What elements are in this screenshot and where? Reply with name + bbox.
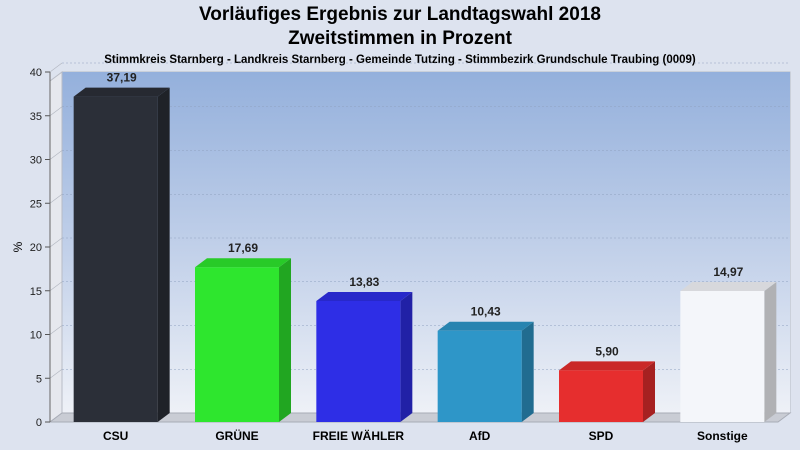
plot-side-wall (49, 71, 63, 423)
data-label: 14,97 (713, 265, 743, 279)
x-tick-label: CSU (103, 429, 128, 443)
gridline-side (49, 281, 63, 291)
bar-side (157, 87, 170, 423)
bar-top (195, 258, 291, 268)
data-label: 5,90 (595, 344, 619, 358)
bar-afd (437, 321, 534, 422)
bar-top (316, 291, 413, 301)
bar-front (195, 267, 279, 422)
x-tick-label: GRÜNE (215, 428, 258, 443)
y-tick-label: 40 (30, 67, 42, 79)
y-tick-label: 25 (30, 198, 42, 210)
bar-top (559, 361, 655, 371)
bar-side (764, 282, 777, 422)
bar-side (400, 291, 413, 422)
bar-front (316, 300, 401, 422)
y-tick-label: 5 (36, 373, 42, 385)
bar-front (73, 96, 158, 423)
plot-gradient (62, 72, 790, 413)
gridline-side (49, 237, 63, 248)
chart-title: Vorläufiges Ergebnis zur Landtagswahl 20… (199, 4, 601, 25)
data-label: 13,83 (349, 275, 379, 289)
y-axis-label: % (11, 241, 25, 252)
x-tick-label: FREIE WÄHLER (313, 428, 405, 443)
y-tick-label: 20 (30, 242, 42, 254)
bar-top (73, 87, 170, 97)
gridline-side (49, 150, 63, 160)
bar-front (680, 291, 765, 422)
y-tick-label: 30 (30, 155, 42, 167)
bar-side (279, 258, 291, 422)
gridline-side (49, 62, 63, 73)
bar-spd (559, 361, 655, 422)
bar-sonstige (680, 282, 777, 422)
bar-top (437, 321, 534, 331)
bar-front (559, 370, 643, 422)
bar-front (437, 330, 522, 422)
gridline-side (49, 194, 63, 204)
y-tick-label: 10 (30, 330, 42, 342)
y-tick-label: 15 (30, 286, 42, 298)
chart-subtitle: Zweitstimmen in Prozent (288, 28, 512, 49)
y-tick-label: 0 (36, 417, 42, 429)
bar-csu (73, 87, 170, 423)
gridline-side (49, 106, 63, 116)
y-tick-label: 35 (30, 111, 42, 123)
data-label: 37,19 (107, 71, 137, 85)
gridline-side (49, 369, 63, 379)
bar-freie-wähler (316, 291, 413, 422)
bar-side (521, 321, 534, 422)
bar-grüne (195, 258, 291, 422)
bar-top (680, 282, 777, 292)
bar-side (643, 361, 655, 422)
data-label: 17,69 (228, 241, 258, 255)
x-tick-label: Sonstige (697, 429, 748, 443)
data-label: 10,43 (471, 305, 501, 319)
x-tick-label: AfD (469, 429, 491, 443)
x-tick-label: SPD (589, 429, 614, 443)
gridline-side (49, 325, 63, 335)
